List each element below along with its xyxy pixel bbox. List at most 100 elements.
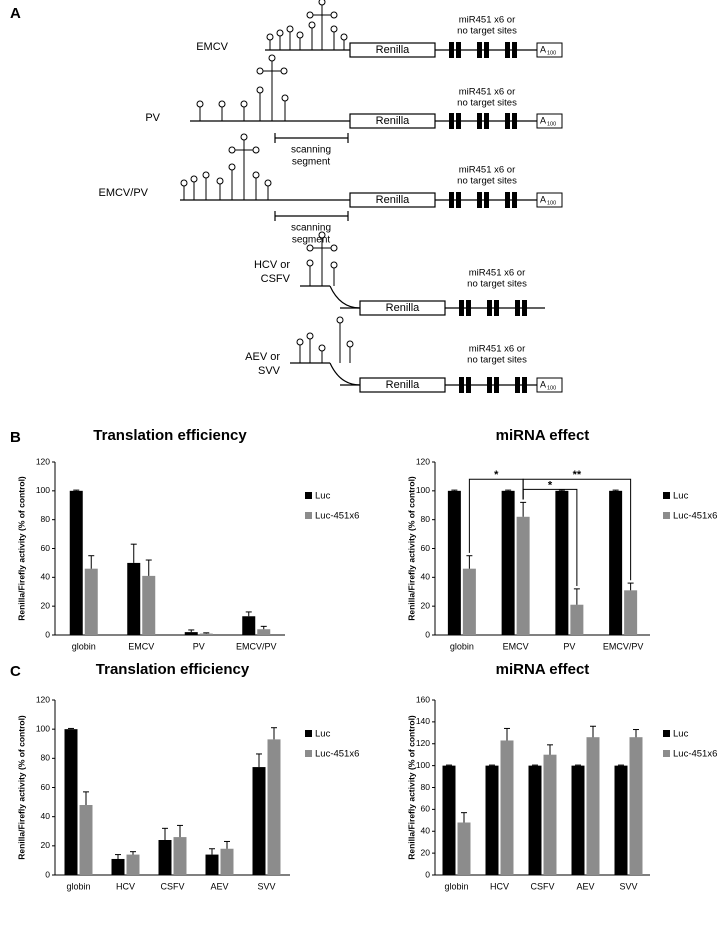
loop [240, 100, 248, 108]
bar [442, 765, 456, 875]
panel-label: C [10, 663, 21, 680]
significance-label: * [548, 479, 553, 491]
tail-box [536, 377, 563, 393]
utr-curve [329, 285, 361, 309]
legend-label: Luc-451x6 [673, 749, 717, 760]
bar [624, 590, 638, 635]
error-bar [209, 848, 215, 855]
y-tick-label: 120 [36, 456, 50, 466]
target-site [456, 42, 461, 58]
y-tick-label: 80 [41, 753, 51, 763]
error-bar [145, 559, 152, 576]
loop [266, 33, 274, 41]
y-tick-label: 160 [416, 694, 430, 704]
target-site [477, 113, 482, 129]
bar [142, 575, 156, 635]
target-site [494, 300, 499, 316]
legend-swatch [663, 730, 670, 737]
tail-sub: 100 [547, 200, 556, 206]
tail-box [536, 192, 563, 208]
target-site [449, 192, 454, 208]
loop [218, 100, 226, 108]
loop [340, 33, 348, 41]
x-tick-label: globin [66, 881, 90, 891]
loop [308, 21, 316, 29]
loop [280, 67, 288, 75]
bar [79, 805, 93, 875]
reporter-label: Renilla [386, 302, 421, 314]
x-tick-label: globin [72, 641, 96, 651]
target-site [512, 192, 517, 208]
target-site [484, 192, 489, 208]
bar [614, 765, 628, 875]
loop [252, 146, 260, 154]
x-tick-label: CSFV [160, 881, 184, 891]
bar [220, 848, 234, 875]
error-bar [88, 555, 95, 569]
bar [586, 737, 600, 875]
target-site [487, 300, 492, 316]
significance-bracket [522, 488, 578, 586]
tail-label: A [540, 115, 546, 125]
tail-label: A [540, 194, 546, 204]
scanning-label: segment [292, 157, 331, 168]
error-bar [590, 725, 596, 738]
error-bar [520, 501, 527, 517]
target-label: no target sites [467, 279, 527, 290]
y-tick-label: 0 [45, 629, 50, 639]
error-bar [177, 824, 183, 838]
loop [296, 338, 304, 346]
x-tick-label: EMCV [128, 641, 154, 651]
target-site [512, 42, 517, 58]
bar [184, 632, 198, 635]
y-tick-label: 100 [416, 485, 430, 495]
x-tick-label: AEV [576, 881, 594, 891]
bar [69, 490, 83, 635]
error-bar [466, 555, 473, 569]
scanning-label: scanning [291, 145, 331, 156]
target-site [466, 300, 471, 316]
loop [256, 67, 264, 75]
legend-swatch [305, 492, 312, 499]
y-tick-label: 80 [421, 514, 431, 524]
bar [462, 568, 476, 635]
error-bar [505, 489, 512, 491]
x-tick-label: HCV [116, 881, 135, 891]
bar [516, 516, 530, 635]
tail-box [536, 113, 563, 129]
construct-label: CSFV [261, 273, 291, 285]
error-bar [260, 625, 267, 630]
loop [306, 259, 314, 267]
significance-label: ** [573, 469, 582, 481]
y-tick-label: 100 [416, 760, 430, 770]
construct-label: EMCV [196, 41, 228, 53]
bar [111, 858, 125, 875]
tail-label: A [540, 44, 546, 54]
reporter-label: Renilla [376, 194, 411, 206]
legend-label: Luc-451x6 [673, 511, 717, 522]
x-tick-label: SVV [619, 881, 637, 891]
x-tick-label: HCV [490, 881, 509, 891]
target-site [477, 192, 482, 208]
y-tick-label: 0 [425, 869, 430, 879]
error-bar [162, 827, 168, 840]
bar [571, 765, 585, 875]
loop [190, 175, 198, 183]
bar [457, 822, 471, 875]
legend-label: Luc [673, 491, 689, 502]
error-bar [489, 764, 495, 766]
scanning-label: segment [292, 235, 331, 246]
significance-label: * [494, 469, 499, 481]
target-label: no target sites [457, 98, 517, 109]
y-tick-label: 140 [416, 716, 430, 726]
reporter-label: Renilla [386, 379, 421, 391]
legend-swatch [305, 512, 312, 519]
loop [256, 86, 264, 94]
tail-label: A [540, 379, 546, 389]
bar [629, 737, 643, 875]
error-bar [245, 611, 252, 617]
target-site [522, 300, 527, 316]
x-tick-label: SVV [257, 881, 275, 891]
error-bar [83, 791, 89, 805]
bar [447, 490, 461, 635]
